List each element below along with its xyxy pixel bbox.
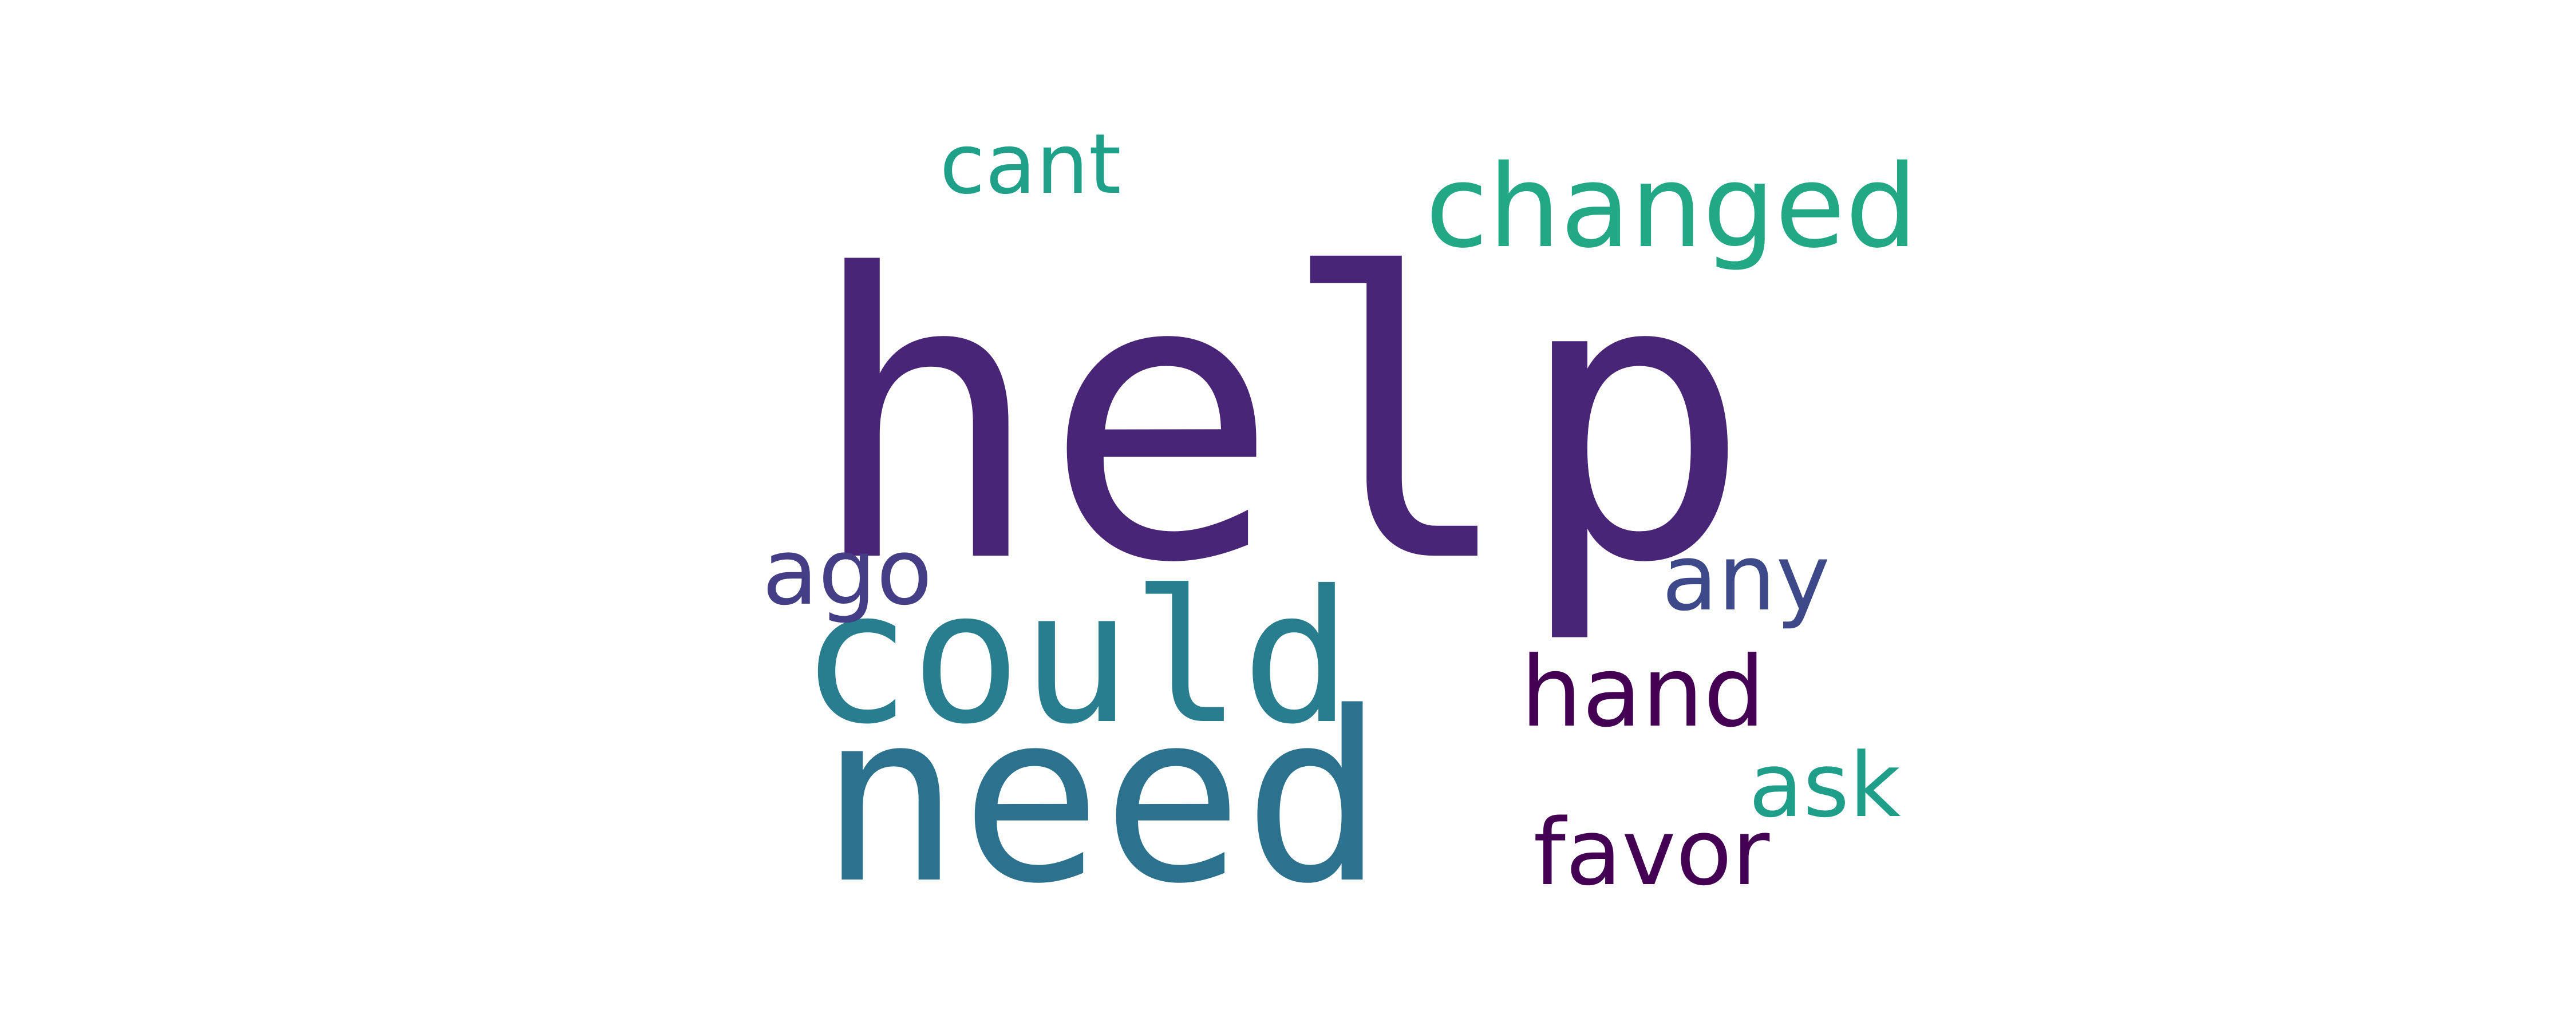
word-cant: cant [939,116,1121,213]
word-could: could [800,552,1352,764]
word-favor: favor [1533,799,1770,906]
word-ago: ago [762,518,933,625]
word-any: any [1661,524,1831,631]
word-changed: changed [1425,140,1918,274]
word-help: help [807,192,1752,649]
word-ask: ask [1748,734,1901,837]
word-hand: hand [1520,636,1765,749]
word-need: need [819,661,1385,935]
